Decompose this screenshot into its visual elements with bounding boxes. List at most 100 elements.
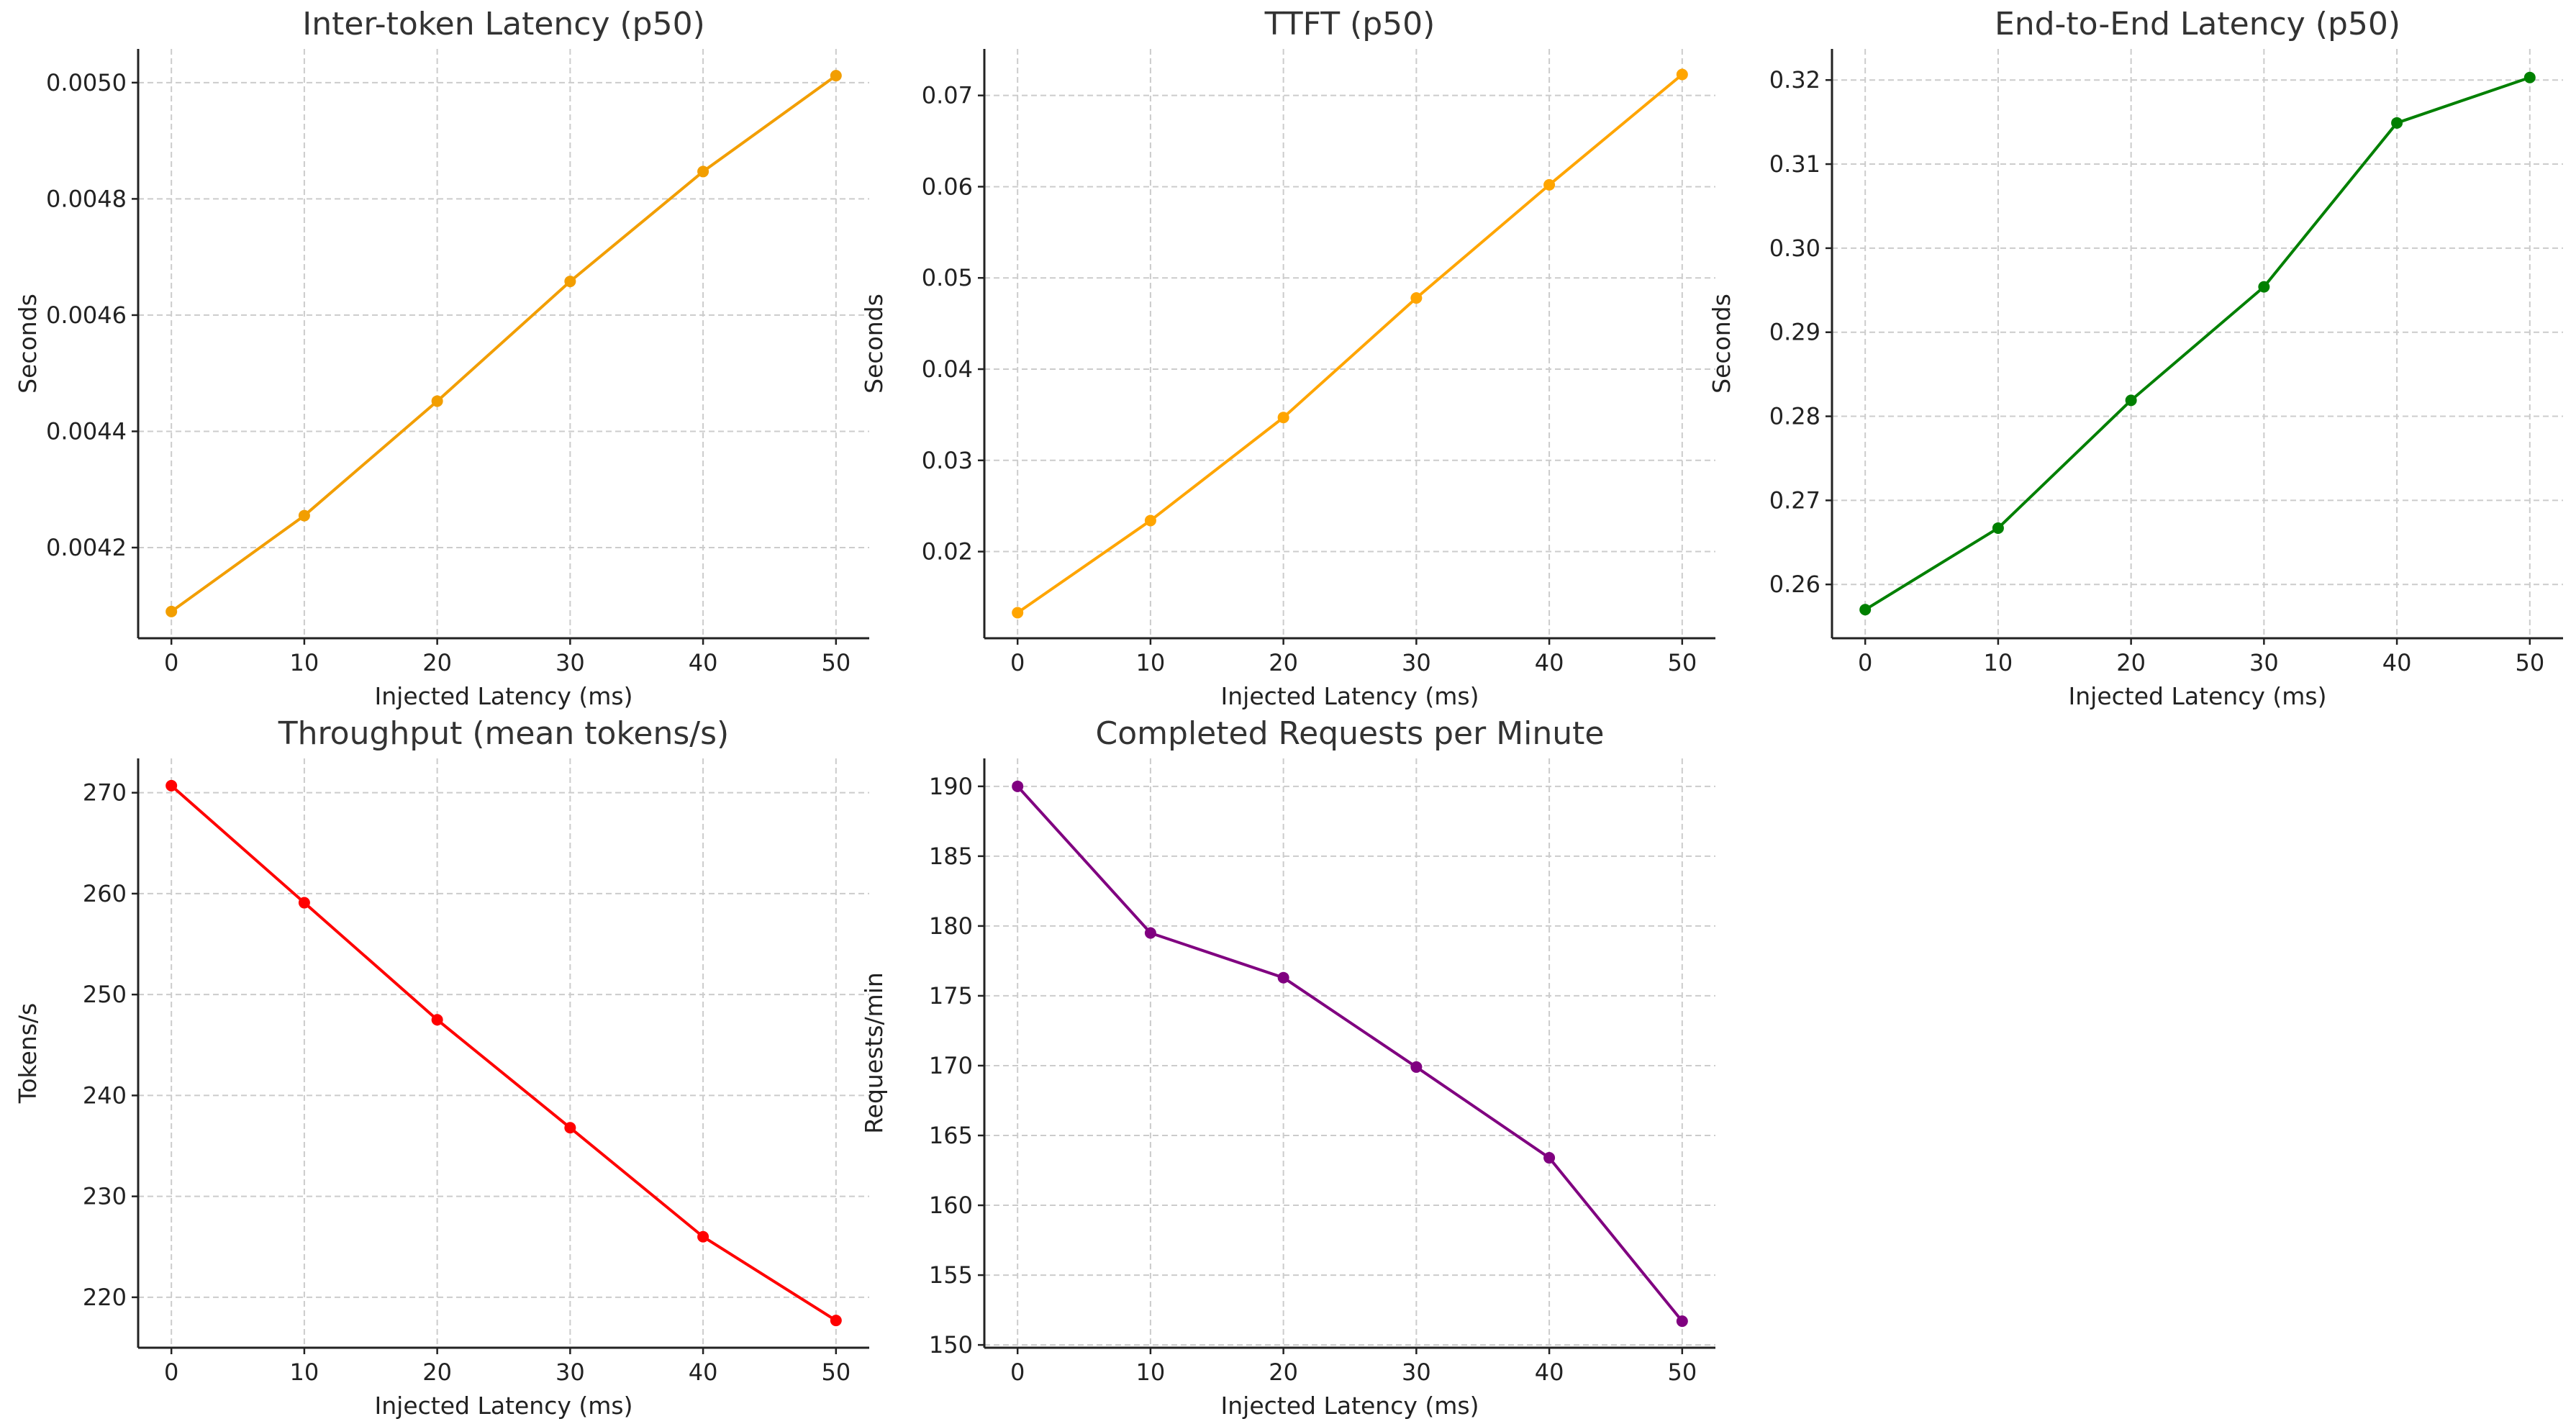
chart-title: End-to-End Latency (p50) bbox=[1995, 6, 2400, 42]
x-tick-label: 40 bbox=[2382, 649, 2412, 676]
x-tick-label: 50 bbox=[821, 649, 851, 676]
y-tick-label: 0.06 bbox=[922, 173, 973, 200]
x-tick-label: 20 bbox=[1269, 649, 1298, 676]
x-axis-label: Injected Latency (ms) bbox=[375, 682, 633, 710]
data-point bbox=[1277, 412, 1289, 424]
x-tick-label: 20 bbox=[422, 649, 452, 676]
data-point bbox=[165, 779, 178, 792]
data-point bbox=[1859, 604, 1872, 616]
y-tick-label: 220 bbox=[83, 1284, 127, 1311]
data-point bbox=[564, 276, 576, 288]
x-tick-label: 40 bbox=[1535, 1359, 1564, 1386]
y-tick-label: 190 bbox=[929, 773, 973, 800]
x-axis-label: Injected Latency (ms) bbox=[375, 1392, 633, 1420]
chart-title: Throughput (mean tokens/s) bbox=[278, 715, 729, 752]
x-tick-label: 40 bbox=[689, 649, 718, 676]
x-tick-label: 30 bbox=[555, 1359, 585, 1386]
x-tick-label: 20 bbox=[1269, 1359, 1298, 1386]
y-axis-label: Seconds bbox=[1707, 294, 1736, 394]
data-point bbox=[165, 605, 178, 617]
data-point bbox=[1012, 780, 1024, 792]
y-tick-label: 0.0048 bbox=[46, 185, 127, 212]
y-tick-label: 230 bbox=[83, 1183, 127, 1210]
y-tick-label: 170 bbox=[929, 1052, 973, 1079]
x-tick-label: 30 bbox=[1402, 649, 1431, 676]
chart-title: Completed Requests per Minute bbox=[1096, 715, 1605, 752]
data-point bbox=[1144, 927, 1156, 939]
x-tick-label: 0 bbox=[164, 1359, 178, 1386]
y-tick-label: 0.04 bbox=[922, 355, 973, 383]
x-axis-label: Injected Latency (ms) bbox=[2069, 682, 2327, 710]
data-point bbox=[298, 509, 310, 522]
x-tick-label: 30 bbox=[2249, 649, 2279, 676]
x-tick-label: 0 bbox=[1858, 649, 1872, 676]
data-point bbox=[1992, 522, 2004, 534]
data-point bbox=[564, 1122, 576, 1134]
y-tick-label: 0.27 bbox=[1769, 486, 1820, 514]
y-tick-label: 0.0044 bbox=[46, 417, 127, 445]
data-point bbox=[1676, 68, 1688, 81]
y-tick-label: 0.30 bbox=[1769, 235, 1820, 262]
series-line bbox=[1017, 73, 1684, 615]
data-point bbox=[1543, 1152, 1556, 1164]
y-tick-label: 250 bbox=[83, 981, 127, 1008]
y-axis-label: Seconds bbox=[14, 294, 42, 394]
data-point bbox=[298, 897, 310, 909]
data-point bbox=[697, 1230, 709, 1243]
chart-panel-4: 0 10 20 30 40 50 220 230 240 250 260 270 Throughput … bbox=[14, 715, 869, 1420]
y-tick-label: 240 bbox=[83, 1081, 127, 1109]
data-point bbox=[1676, 1315, 1688, 1328]
x-tick-label: 20 bbox=[422, 1359, 452, 1386]
y-tick-label: 165 bbox=[929, 1122, 973, 1149]
y-tick-label: 0.0046 bbox=[46, 301, 127, 329]
y-tick-label: 0.03 bbox=[922, 447, 973, 474]
y-tick-label: 155 bbox=[929, 1261, 973, 1289]
data-point bbox=[431, 395, 443, 407]
y-axis-label: Tokens/s bbox=[14, 1003, 42, 1104]
chart-title: TTFT (p50) bbox=[1264, 6, 1436, 42]
data-point bbox=[1277, 971, 1289, 984]
x-tick-label: 50 bbox=[2515, 649, 2544, 676]
x-tick-label: 30 bbox=[1402, 1359, 1431, 1386]
chart-panel-3: 0 10 20 30 40 50 0.26 0.27 0.28 0.29 0.30 0.31 0.32 E… bbox=[1707, 6, 2563, 710]
data-point bbox=[431, 1014, 443, 1026]
data-point bbox=[1410, 1061, 1423, 1073]
series-line bbox=[171, 74, 837, 613]
x-tick-label: 50 bbox=[1667, 649, 1697, 676]
x-tick-label: 10 bbox=[290, 1359, 319, 1386]
chart-panel-1: 0 10 20 30 40 50 0.0042 0.0044 0.0046 0.0048 0.005… bbox=[14, 6, 869, 710]
y-tick-label: 0.05 bbox=[922, 264, 973, 291]
series-line bbox=[1016, 785, 1684, 1323]
x-tick-label: 40 bbox=[1535, 649, 1564, 676]
series-line bbox=[1864, 76, 2531, 611]
y-tick-label: 0.0050 bbox=[46, 69, 127, 96]
y-tick-label: 0.26 bbox=[1769, 571, 1820, 598]
y-tick-label: 0.02 bbox=[922, 538, 973, 566]
y-tick-label: 270 bbox=[83, 779, 127, 807]
data-point bbox=[2391, 117, 2403, 129]
y-tick-label: 175 bbox=[929, 982, 973, 1010]
x-axis-label: Injected Latency (ms) bbox=[1221, 1392, 1479, 1420]
data-point bbox=[1543, 178, 1556, 191]
x-tick-label: 40 bbox=[689, 1359, 718, 1386]
y-tick-label: 150 bbox=[929, 1331, 973, 1359]
x-tick-label: 0 bbox=[1010, 1359, 1025, 1386]
data-point bbox=[830, 70, 842, 82]
x-axis-label: Injected Latency (ms) bbox=[1221, 682, 1479, 710]
x-tick-label: 30 bbox=[555, 649, 585, 676]
y-tick-label: 0.31 bbox=[1769, 150, 1820, 178]
x-tick-label: 10 bbox=[1136, 649, 1166, 676]
y-tick-label: 160 bbox=[929, 1192, 973, 1219]
x-tick-label: 50 bbox=[821, 1359, 851, 1386]
x-tick-label: 10 bbox=[1984, 649, 2013, 676]
x-tick-label: 10 bbox=[290, 649, 319, 676]
data-point bbox=[1410, 292, 1423, 304]
data-point bbox=[1012, 607, 1024, 619]
data-point bbox=[1144, 514, 1156, 527]
x-tick-label: 0 bbox=[1010, 649, 1025, 676]
y-tick-label: 0.28 bbox=[1769, 403, 1820, 430]
y-axis-label: Requests/min bbox=[860, 972, 888, 1134]
y-tick-label: 180 bbox=[929, 912, 973, 940]
chart-panel-5: 0 10 20 30 40 50 150 155 160 165 170 175 180 185 190 Co… bbox=[860, 715, 1715, 1420]
